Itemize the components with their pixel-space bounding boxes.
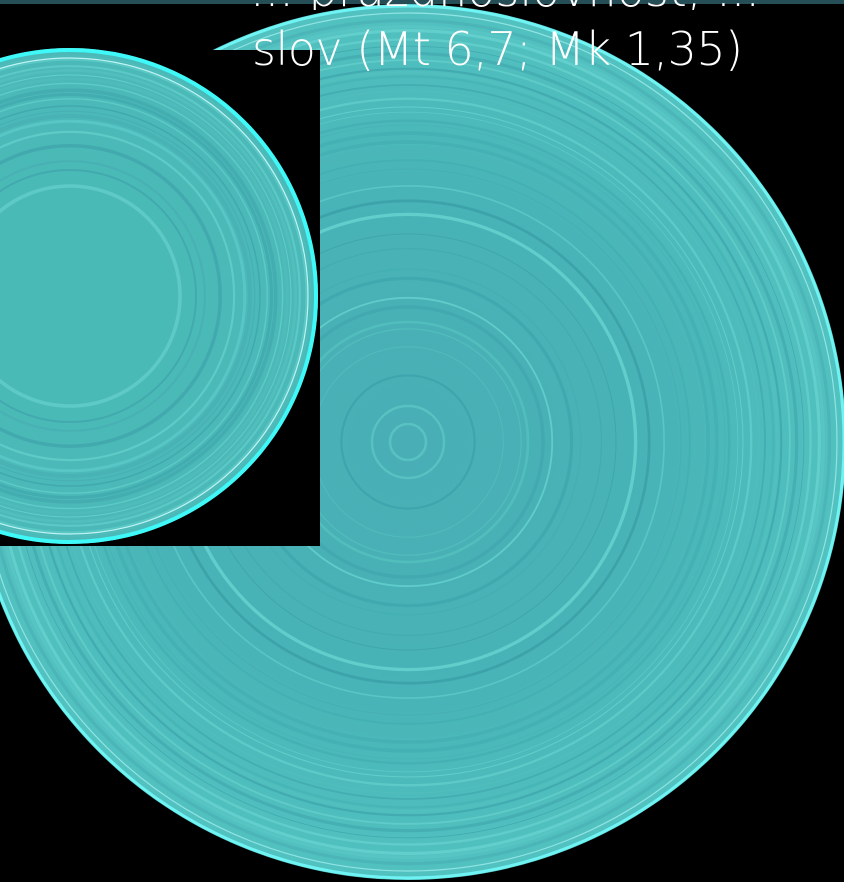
ring-stroke: [0, 55, 311, 537]
ring-stroke: [0, 184, 182, 408]
ring-stroke: [0, 144, 222, 448]
ring-stroke: [0, 74, 292, 518]
ring-stroke: [0, 160, 206, 432]
ring-stroke: [0, 58, 308, 534]
ring-stroke: [0, 77, 289, 515]
ring-stroke: [0, 114, 252, 478]
ring-stroke: [0, 88, 278, 504]
ring-stroke: [0, 25, 825, 859]
ring-stroke: [0, 169, 197, 423]
ring-stroke: [0, 93, 273, 499]
ring-stroke: [0, 18, 832, 866]
ring-stroke: [370, 404, 446, 480]
ring-stroke: [0, 105, 261, 487]
ring-stroke: [0, 110, 256, 482]
ring-stroke: [0, 65, 301, 527]
ring-stroke: [388, 422, 428, 462]
top-strip: [0, 0, 844, 4]
ring-stroke: [0, 69, 297, 523]
ring-stroke: [0, 82, 284, 510]
ring-stroke: [0, 130, 236, 462]
ring-stroke: [0, 98, 268, 494]
ring-stroke: [0, 119, 247, 473]
ring-stroke: [340, 374, 476, 510]
ring-stroke: [0, 29, 821, 855]
small-ring-disc: [0, 48, 318, 544]
